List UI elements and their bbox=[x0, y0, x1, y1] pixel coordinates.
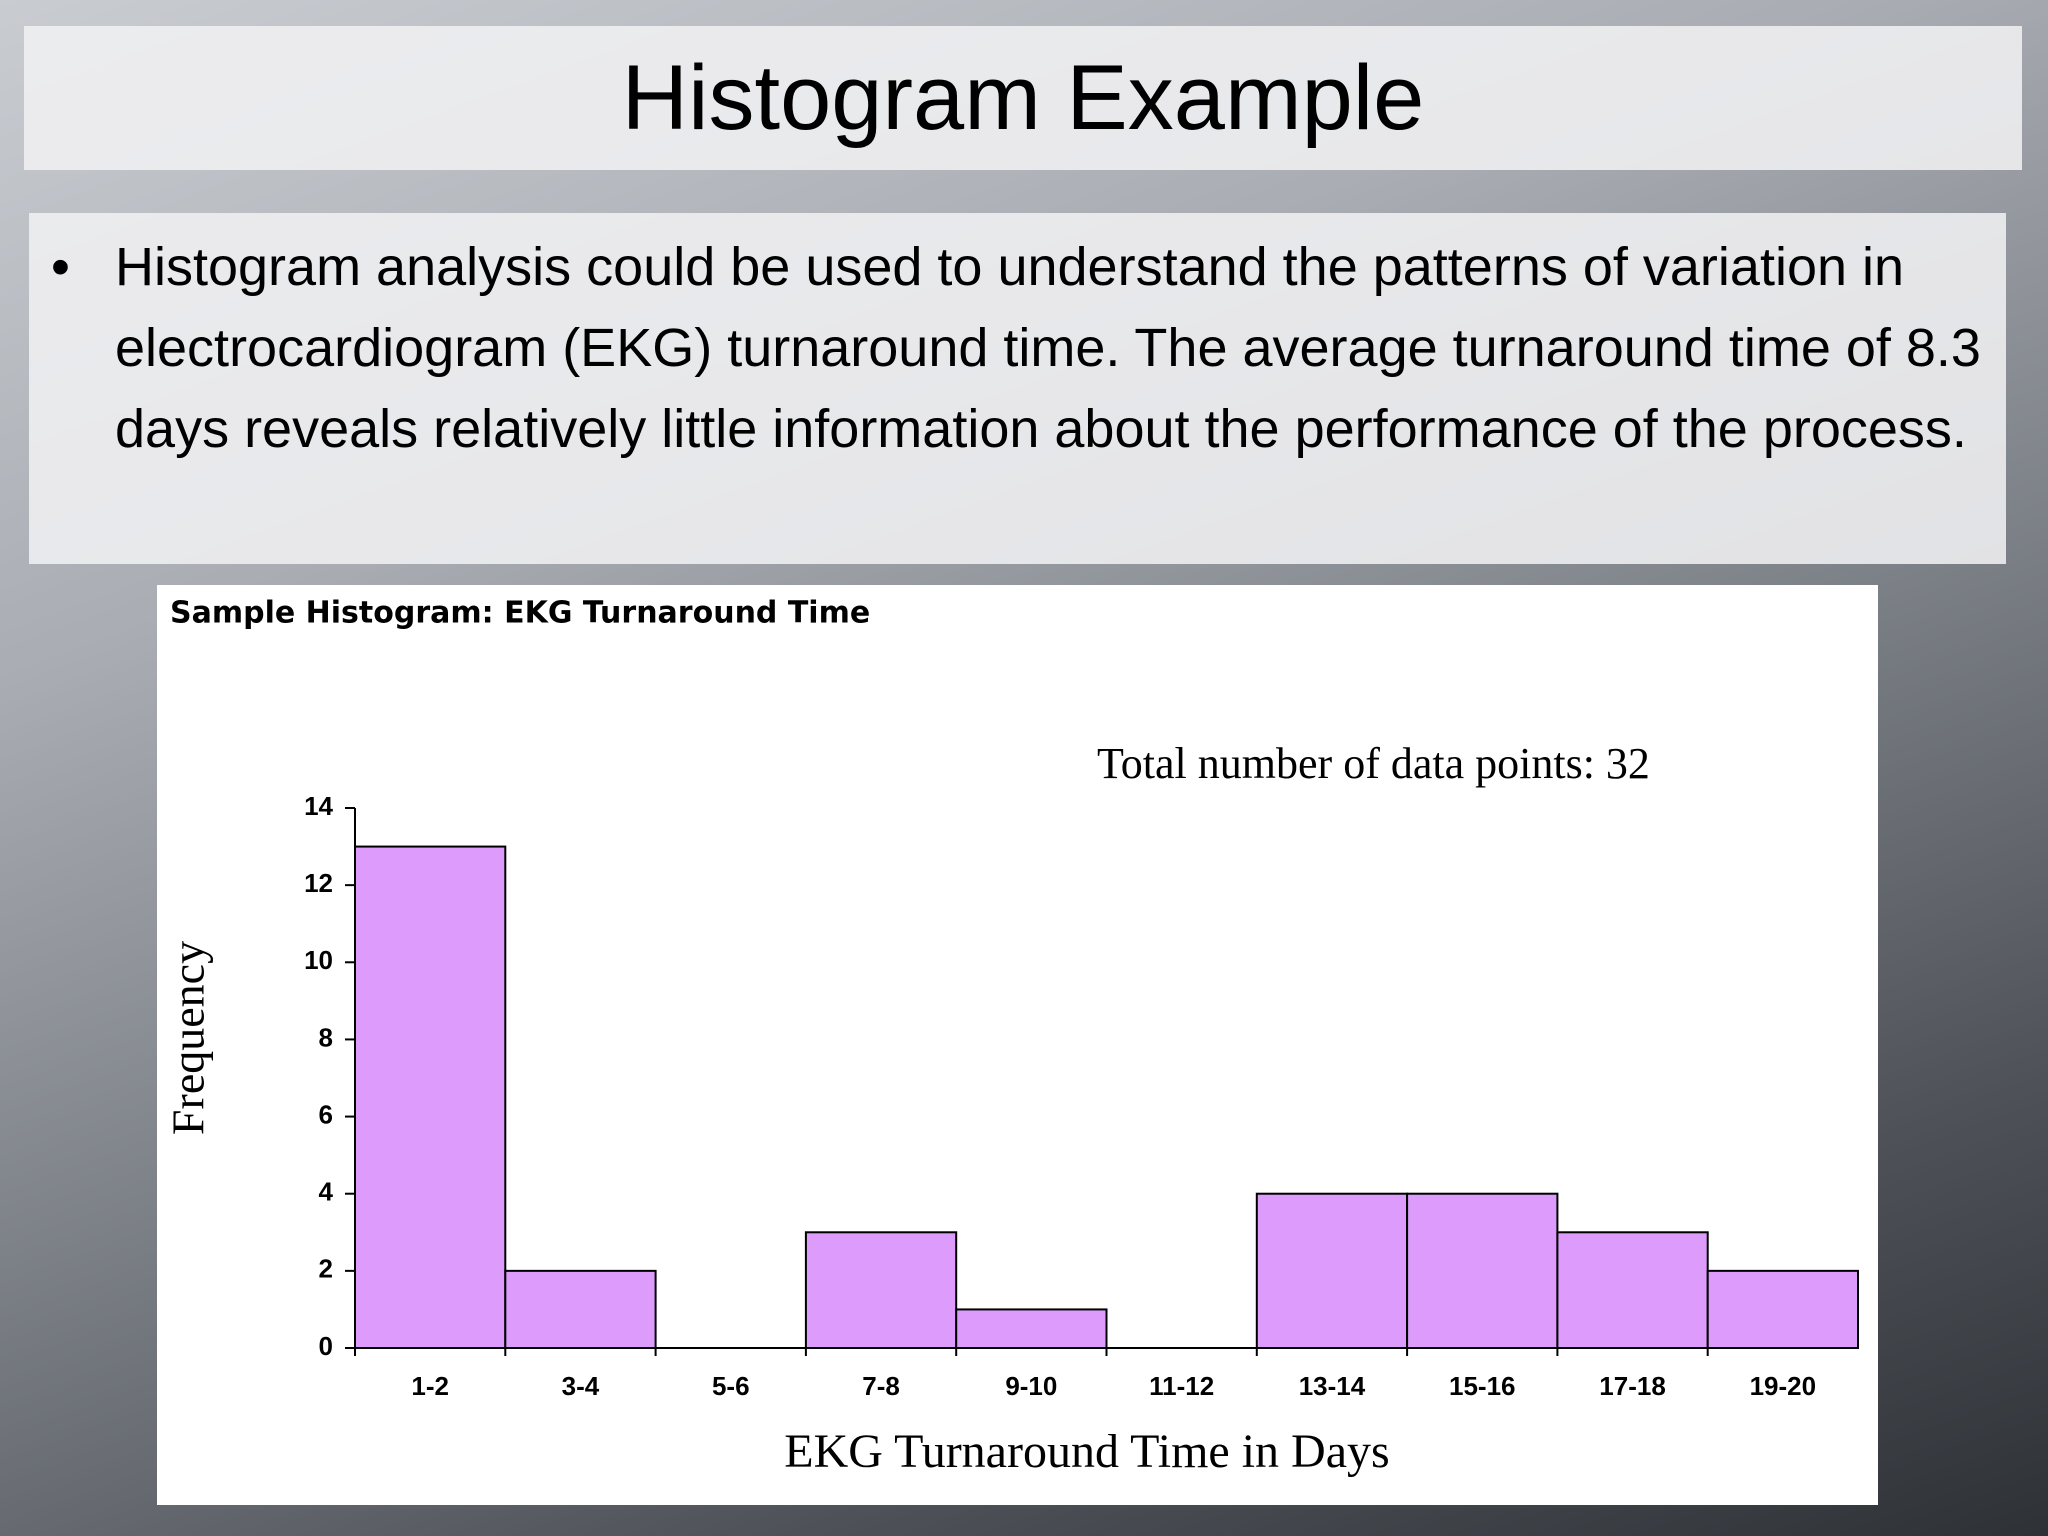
y-tick-label: 12 bbox=[304, 868, 333, 898]
x-axis-label: EKG Turnaround Time in Days bbox=[784, 1425, 1389, 1478]
bar bbox=[955, 1308, 1108, 1350]
x-tick-label: 1-2 bbox=[411, 1371, 449, 1401]
x-tick-label: 15-16 bbox=[1449, 1371, 1516, 1401]
annotation: Total number of data points: 32 bbox=[1097, 739, 1650, 788]
x-tick-label: 13-14 bbox=[1299, 1371, 1366, 1401]
bar bbox=[804, 1231, 958, 1350]
title-band: Histogram Example bbox=[24, 26, 2022, 170]
text-band: • Histogram analysis could be used to un… bbox=[29, 213, 2006, 564]
chart-title: Sample Histogram: EKG Turnaround Time bbox=[170, 596, 870, 631]
y-tick-label: 10 bbox=[304, 945, 333, 975]
x-tick-label: 11-12 bbox=[1149, 1371, 1214, 1401]
bar bbox=[1406, 1192, 1559, 1349]
slide-title: Histogram Example bbox=[621, 46, 1425, 149]
x-tick-label: 9-10 bbox=[1005, 1371, 1057, 1401]
bar bbox=[1556, 1231, 1709, 1350]
bullet-dot: • bbox=[51, 237, 70, 297]
bar bbox=[504, 1269, 657, 1350]
bullet-text: Histogram analysis could be used to unde… bbox=[115, 237, 1981, 459]
y-tick-label: 6 bbox=[319, 1099, 333, 1129]
x-tick-label: 19-20 bbox=[1750, 1371, 1817, 1401]
y-tick-label: 14 bbox=[304, 791, 333, 821]
x-tick-label: 3-4 bbox=[562, 1371, 600, 1401]
bar bbox=[1706, 1269, 1859, 1350]
x-tick-label: 7-8 bbox=[862, 1371, 900, 1401]
y-axis-label: Frequency bbox=[163, 941, 214, 1135]
y-tick-label: 8 bbox=[319, 1022, 333, 1052]
x-tick-label: 5-6 bbox=[712, 1371, 750, 1401]
y-tick-label: 0 bbox=[319, 1331, 333, 1361]
y-tick-label: 4 bbox=[319, 1177, 334, 1207]
y-tick-label: 2 bbox=[319, 1254, 333, 1284]
x-tick-label: 17-18 bbox=[1599, 1371, 1666, 1401]
bar bbox=[354, 845, 507, 1349]
bar bbox=[1255, 1192, 1409, 1349]
